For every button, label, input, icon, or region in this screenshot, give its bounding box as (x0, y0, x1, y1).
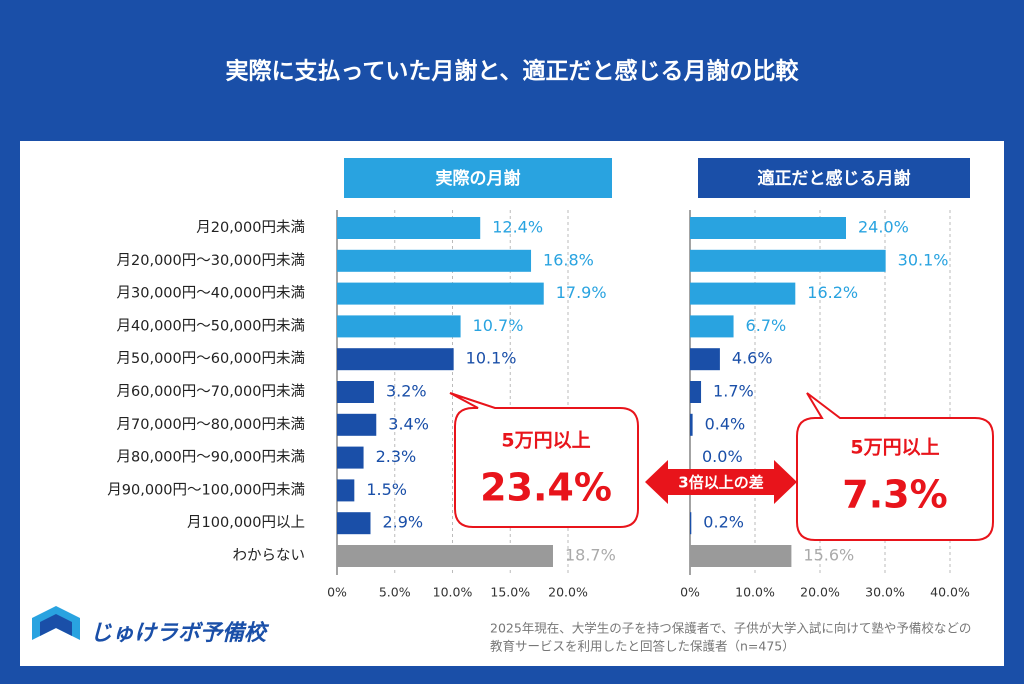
bar (690, 315, 734, 338)
category-label: 月20,000円未満 (196, 219, 305, 236)
value-label: 0.2% (703, 513, 744, 532)
comparison-label: 3倍以上の差 (678, 474, 763, 492)
x-tick-label: 10.0% (735, 585, 775, 600)
charts: 実際の月謝 0% 5.0% 10.0% 15.0% 20.0% 月20,000円未満月20,… (107, 158, 970, 600)
callout-value: 7.3% (842, 473, 947, 517)
x-tick-label: 15.0% (490, 585, 530, 600)
bar (690, 348, 720, 371)
x-tick-label: 0% (327, 585, 347, 600)
chart-header (698, 158, 970, 198)
bar (337, 315, 461, 338)
category-label: 月70,000円〜80,000円未満 (117, 416, 305, 433)
value-label: 10.7% (473, 316, 524, 335)
category-label: 月50,000円〜60,000円未満 (117, 350, 305, 367)
value-label: 3.2% (386, 382, 427, 401)
bar (337, 446, 364, 469)
chart-header (344, 158, 612, 198)
bar (337, 217, 481, 239)
bar (337, 348, 454, 371)
value-label: 1.5% (366, 480, 407, 499)
bar (337, 381, 374, 403)
bar (337, 512, 371, 535)
x-tick-label: 20.0% (548, 585, 588, 600)
bar (337, 479, 355, 502)
logo: じゅけラボ予備校 (32, 606, 270, 646)
x-tick-label: 0% (680, 585, 700, 600)
value-label: 6.7% (746, 316, 787, 335)
category-label: 月60,000円〜70,000円未満 (117, 383, 305, 400)
value-label: 16.2% (807, 283, 858, 302)
x-tick-label: 40.0% (930, 585, 970, 600)
bar (690, 282, 796, 305)
category-label: 月40,000円〜50,000円未満 (117, 317, 305, 334)
value-label: 17.9% (556, 283, 607, 302)
value-label: 15.6% (803, 546, 854, 565)
x-tick-label: 20.0% (800, 585, 840, 600)
x-tick-label: 5.0% (379, 585, 411, 600)
footnote: 2025年現在、大学生の子を持つ保護者で、子供が大学入試に向けて塾や予備校などの (490, 621, 971, 636)
footnote: 教育サービスを利用したと回答した保護者（n=475） (490, 639, 795, 654)
value-label: 2.3% (376, 447, 417, 466)
page-title: 実際に支払っていた月謝と、適正だと感じる月謝の比較 (226, 58, 800, 85)
category-label: 月100,000円以上 (187, 514, 305, 531)
bar (690, 413, 693, 436)
value-label: 0.0% (702, 447, 743, 466)
category-label: 月80,000円〜90,000円未満 (117, 449, 305, 466)
x-tick-label: 30.0% (865, 585, 905, 600)
category-label: 月90,000円〜100,000円未満 (107, 481, 305, 498)
category-label: 月30,000円〜40,000円未満 (117, 285, 305, 302)
bar (690, 249, 886, 272)
bar (337, 545, 553, 567)
callout-heading: 5万円以上 (850, 437, 939, 459)
comparison-arrow (645, 460, 797, 504)
bar (690, 217, 846, 239)
bar (690, 381, 702, 403)
callout-value: 23.4% (480, 466, 612, 510)
category-label: 月20,000円〜30,000円未満 (117, 252, 305, 269)
value-label: 0.4% (705, 414, 746, 433)
bar (690, 545, 792, 567)
value-label: 1.7% (713, 382, 754, 401)
value-label: 4.6% (732, 349, 773, 368)
bar (337, 413, 377, 436)
bar (337, 249, 532, 272)
bar (690, 512, 692, 535)
value-label: 12.4% (492, 218, 543, 237)
value-label: 2.9% (382, 513, 423, 532)
value-label: 18.7% (565, 546, 616, 565)
callout-box (796, 392, 994, 541)
value-label: 3.4% (388, 414, 429, 433)
chart-title: 適正だと感じる月謝 (758, 168, 911, 189)
logo-icon (40, 614, 72, 636)
value-label: 24.0% (858, 218, 909, 237)
category-label: わからない (233, 547, 306, 564)
logo-text: じゅけラボ予備校 (90, 620, 270, 646)
value-label: 30.1% (898, 250, 949, 269)
callout-box (449, 392, 639, 528)
callout-heading: 5万円以上 (501, 430, 590, 452)
x-tick-label: 10.0% (433, 585, 473, 600)
chart-title: 実際の月謝 (436, 168, 521, 189)
value-label: 16.8% (543, 250, 594, 269)
value-label: 10.1% (466, 349, 517, 368)
bar (337, 282, 544, 305)
